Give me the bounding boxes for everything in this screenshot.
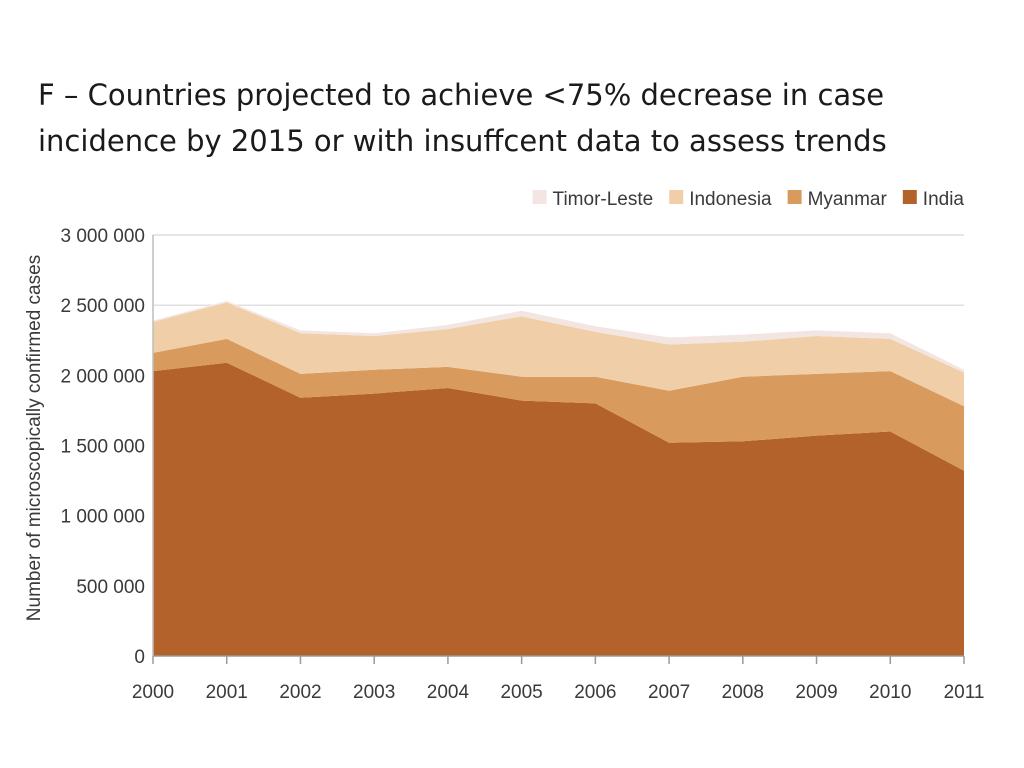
legend-item-indonesia[interactable]: Indonesia — [669, 189, 772, 210]
legend[interactable]: India Myanmar Indonesia Timor-Leste — [532, 189, 965, 210]
x-tick-label-2003: 2003 — [353, 682, 395, 703]
legend-swatch-timor-leste — [532, 190, 547, 204]
legend-label-myanmar: Myanmar — [808, 189, 888, 210]
x-tick-label-2005: 2005 — [500, 682, 542, 703]
y-tick-label-3: 1 500 000 — [60, 437, 145, 458]
x-tick-label-2001: 2001 — [206, 682, 248, 703]
legend-swatch-indonesia — [669, 190, 684, 204]
axes — [152, 235, 965, 664]
chart-title: F – Countries projected to achieve <75% … — [38, 78, 887, 158]
y-tick-label-5: 2 500 000 — [60, 296, 145, 317]
series-areas — [153, 300, 964, 656]
x-tick-labels: 2000 2001 2002 2003 2004 2005 2006 2007 2008 2009… — [132, 682, 985, 703]
x-tick-label-2009: 2009 — [795, 682, 837, 703]
y-tick-label-0: 0 — [134, 647, 145, 668]
area-india — [153, 362, 964, 656]
y-axis-label: Number of microscopically confirmed case… — [24, 255, 45, 621]
x-tick-label-2006: 2006 — [574, 682, 616, 703]
x-tick-label-2008: 2008 — [722, 682, 764, 703]
area-timor-leste — [153, 300, 964, 373]
area-indonesia — [153, 302, 964, 407]
legend-label-india: India — [923, 189, 965, 210]
x-tick-label-2011: 2011 — [944, 682, 985, 703]
y-tick-label-4: 2 000 000 — [60, 366, 145, 387]
x-tick-label-2010: 2010 — [869, 682, 911, 703]
x-tick-label-2002: 2002 — [279, 682, 321, 703]
legend-label-indonesia: Indonesia — [689, 189, 772, 210]
y-tick-labels: 0 500 000 1 000 000 1 500 000 2 000 000 2 500… — [60, 226, 145, 668]
y-tick-label-6: 3 000 000 — [60, 226, 145, 247]
legend-item-timor-leste[interactable]: Timor-Leste — [532, 189, 654, 210]
x-tick-label-2004: 2004 — [427, 682, 470, 703]
x-tick-label-2007: 2007 — [648, 682, 690, 703]
legend-item-india[interactable]: India — [902, 189, 965, 210]
area-myanmar — [153, 338, 964, 471]
x-tick-label-2000: 2000 — [132, 682, 174, 703]
legend-swatch-myanmar — [787, 190, 802, 204]
legend-item-myanmar[interactable]: Myanmar — [787, 189, 888, 210]
legend-swatch-india — [902, 190, 917, 204]
legend-label-timor-leste: Timor-Leste — [553, 189, 654, 210]
y-tick-label-1: 500 000 — [76, 577, 145, 598]
y-tick-label-2: 1 000 000 — [60, 507, 145, 528]
